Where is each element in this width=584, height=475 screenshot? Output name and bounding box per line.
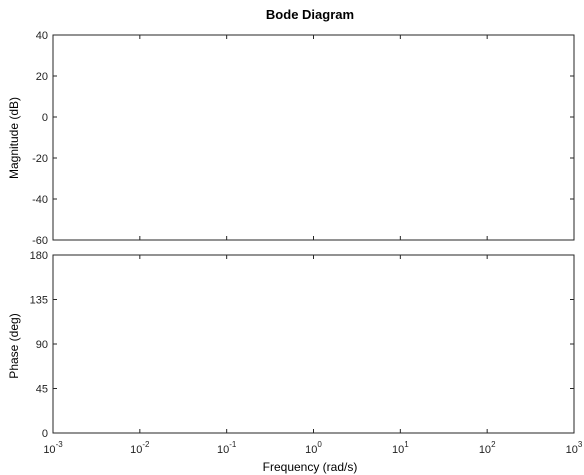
magnitude-y-tick-label: 40 xyxy=(36,30,48,42)
x-axis-label: Frequency (rad/s) xyxy=(263,460,358,474)
phase-y-tick-label: 0 xyxy=(42,428,48,440)
magnitude-y-tick-label: -60 xyxy=(32,235,48,247)
magnitude-y-tick-label: -40 xyxy=(32,194,48,206)
phase-y-tick-label: 180 xyxy=(30,250,48,262)
magnitude-y-tick-label: 0 xyxy=(42,112,48,124)
x-tick-label: 103 xyxy=(566,440,583,456)
x-tick-label: 10-3 xyxy=(43,440,63,456)
x-tick-label: 10-1 xyxy=(217,440,237,456)
magnitude-y-tick-label: 20 xyxy=(36,71,48,83)
magnitude-y-tick-label: -20 xyxy=(32,153,48,165)
x-tick-label: 10-2 xyxy=(130,440,150,456)
magnitude-axes-box xyxy=(52,34,575,241)
x-tick-label: 102 xyxy=(479,440,496,456)
phase-y-tick-label: 135 xyxy=(30,295,48,307)
phase-axes-box xyxy=(52,254,575,434)
x-tick-label: 100 xyxy=(305,440,322,456)
phase-y-tick-label: 45 xyxy=(36,384,48,396)
phase-axis-label: Phase (deg) xyxy=(7,313,21,378)
chart-title: Bode Diagram xyxy=(266,7,354,22)
x-tick-label: 101 xyxy=(392,440,409,456)
magnitude-axis-label: Magnitude (dB) xyxy=(7,97,21,179)
phase-y-tick-label: 90 xyxy=(36,339,48,351)
